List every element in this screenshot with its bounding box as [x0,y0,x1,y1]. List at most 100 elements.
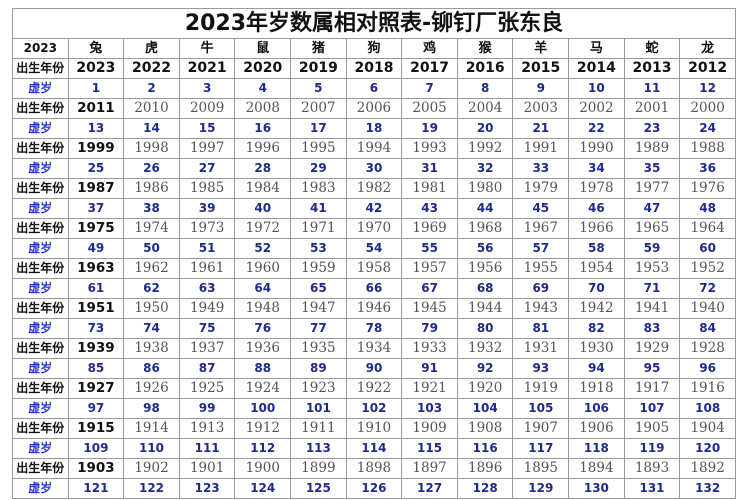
age-cell: 46 [568,198,625,219]
age-cell: 77 [290,318,347,339]
age-cell: 4 [234,78,292,99]
header-zodiac: 马 [568,38,625,59]
age-cell: 62 [123,278,180,299]
birth-year-cell: 1928 [679,338,736,359]
age-cell: 42 [345,198,403,219]
age-cell: 31 [401,158,458,179]
age-cell: 2 [123,78,180,99]
birth-year-row: 出生年份 2011 2010 2009 2008 2007 2006 2005 2004 2003… [12,98,736,119]
birth-year-label: 出生年份 [12,378,69,399]
age-cell: 86 [123,358,180,379]
birth-year-row: 出生年份 1987 1986 1985 1984 1983 1982 1981 1980 1979… [12,178,736,199]
birth-year-cell: 1991 [512,138,570,159]
birth-year-cell: 1947 [290,298,347,319]
birth-year-cell: 1903 [67,458,125,479]
age-cell: 107 [623,398,681,419]
birth-year-cell: 2019 [290,58,347,79]
birth-year-cell: 1942 [568,298,625,319]
age-cell: 23 [623,118,681,139]
birth-year-cell: 1905 [623,418,681,439]
birth-year-cell: 1927 [67,378,125,399]
age-label: 虚岁 [12,118,69,139]
age-row: 虚岁 73 74 75 76 77 78 79 80 81 82 83 84 [12,318,736,339]
birth-year-cell: 2018 [345,58,403,79]
age-cell: 115 [401,438,458,459]
birth-year-cell: 1986 [123,178,180,199]
birth-year-cell: 1920 [456,378,514,399]
birth-year-cell: 1911 [290,418,347,439]
birth-year-cell: 1944 [456,298,514,319]
birth-year-label: 出生年份 [12,98,69,119]
age-cell: 33 [512,158,570,179]
birth-year-cell: 1906 [568,418,625,439]
age-cell: 68 [456,278,514,299]
age-cell: 98 [123,398,180,419]
age-cell: 74 [123,318,180,339]
birth-year-cell: 1904 [679,418,736,439]
age-cell: 65 [290,278,347,299]
age-cell: 103 [401,398,458,419]
birth-year-cell: 1922 [345,378,403,399]
age-cell: 9 [512,78,570,99]
table-title: 2023年岁数属相对照表-铆钉厂张东良 [12,8,736,39]
birth-year-cell: 1936 [234,338,292,359]
birth-year-cell: 1894 [568,458,625,479]
age-cell: 48 [679,198,736,219]
birth-year-cell: 1913 [178,418,236,439]
age-cell: 114 [345,438,403,459]
birth-year-cell: 1999 [67,138,125,159]
birth-year-cell: 1956 [456,258,514,279]
age-label: 虚岁 [12,478,69,499]
age-cell: 76 [234,318,292,339]
age-row: 虚岁 121 122 123 124 125 126 127 128 129 130 131 132 [12,478,736,499]
birth-year-row: 出生年份 1915 1914 1913 1912 1911 1910 1909 1908 1907… [12,418,736,439]
birth-year-cell: 1918 [568,378,625,399]
birth-year-cell: 2005 [401,98,458,119]
birth-year-cell: 2006 [345,98,403,119]
birth-year-row: 出生年份 2023 2022 2021 2020 2019 2018 2017 2016 2015… [12,58,736,79]
age-cell: 53 [290,238,347,259]
birth-year-cell: 1972 [234,218,292,239]
age-cell: 61 [67,278,125,299]
age-cell: 131 [623,478,681,499]
birth-year-cell: 1926 [123,378,180,399]
age-cell: 12 [679,78,736,99]
age-cell: 93 [512,358,570,379]
age-row: 虚岁 37 38 39 40 41 42 43 44 45 46 47 48 [12,198,736,219]
age-cell: 97 [67,398,125,419]
birth-year-cell: 1915 [67,418,125,439]
age-cell: 30 [345,158,403,179]
birth-year-cell: 1939 [67,338,125,359]
birth-year-cell: 1949 [178,298,236,319]
age-cell: 6 [345,78,403,99]
birth-year-cell: 1901 [178,458,236,479]
age-cell: 17 [290,118,347,139]
birth-year-cell: 1943 [512,298,570,319]
age-cell: 22 [568,118,625,139]
birth-year-cell: 1954 [568,258,625,279]
birth-year-cell: 2017 [401,58,458,79]
age-cell: 100 [234,398,292,419]
age-zodiac-table: 2023年岁数属相对照表-铆钉厂张东良 2023 兔虎牛鼠猪狗鸡猴羊马蛇龙 出生… [12,8,736,499]
age-row: 虚岁 61 62 63 64 65 66 67 68 69 70 71 72 [12,278,736,299]
birth-year-cell: 2000 [679,98,736,119]
header-zodiac: 虎 [123,38,180,59]
birth-year-cell: 1995 [290,138,347,159]
age-cell: 5 [290,78,347,99]
birth-year-cell: 1902 [123,458,180,479]
age-cell: 90 [345,358,403,379]
age-cell: 129 [512,478,570,499]
birth-year-cell: 1980 [456,178,514,199]
birth-year-row: 出生年份 1963 1962 1961 1960 1959 1958 1957 1956 1955… [12,258,736,279]
birth-year-cell: 1993 [401,138,458,159]
birth-year-cell: 1988 [679,138,736,159]
age-cell: 130 [568,478,625,499]
birth-year-cell: 2023 [67,58,125,79]
age-cell: 47 [623,198,681,219]
birth-year-cell: 1930 [568,338,625,359]
age-cell: 49 [67,238,125,259]
age-cell: 109 [67,438,125,459]
age-cell: 128 [456,478,514,499]
age-cell: 112 [234,438,292,459]
title-row: 2023年岁数属相对照表-铆钉厂张东良 [12,8,736,39]
